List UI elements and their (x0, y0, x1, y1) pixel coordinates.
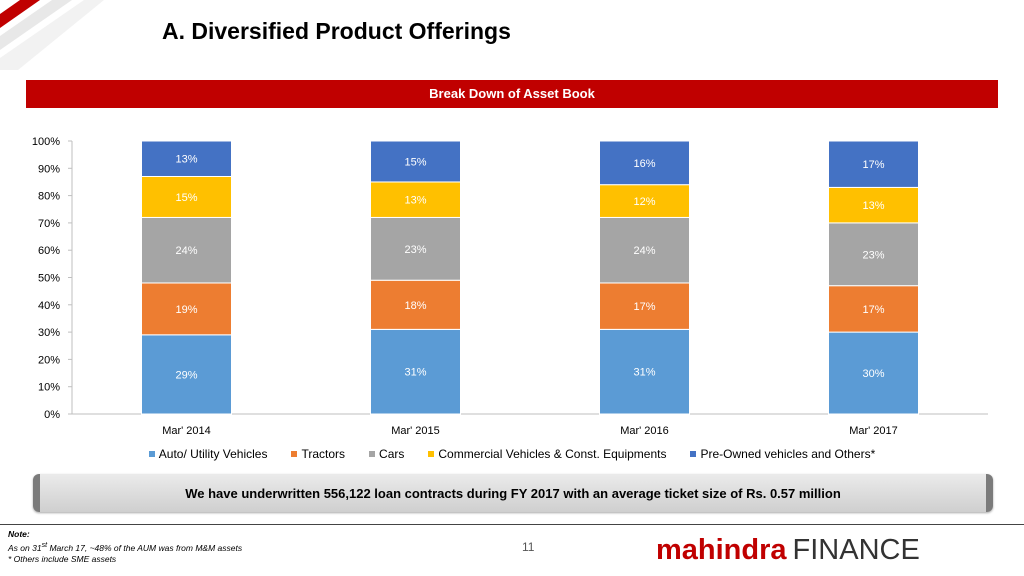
note-line-1: As on 31st March 17, ~48% of the AUM was… (8, 540, 242, 554)
note-line-1-sup: st (41, 541, 48, 549)
bar-segment (828, 222, 919, 287)
data-label: 24% (175, 245, 197, 257)
legend-label: Tractors (301, 447, 346, 461)
legend-item: Tractors (291, 447, 345, 461)
chart-title-bar: Break Down of Asset Book (26, 80, 998, 108)
y-tick-label: 10% (38, 382, 60, 394)
data-label: 19% (175, 304, 197, 316)
legend-label: Cars (379, 447, 405, 461)
legend-swatch (428, 451, 435, 457)
bar-segment (599, 328, 690, 415)
data-label: 13% (175, 154, 197, 166)
legend-swatch (148, 451, 155, 457)
bar-segment (370, 181, 461, 218)
bar-segment (828, 331, 919, 415)
x-tick-label: Mar' 2016 (620, 425, 669, 437)
legend-label: Commercial Vehicles & Const. Equipments (438, 447, 667, 461)
legend-item: Auto/ Utility Vehicles (148, 447, 268, 461)
data-label: 12% (633, 196, 655, 208)
chart-title: Break Down of Asset Book (429, 86, 595, 101)
y-tick-label: 70% (38, 218, 60, 230)
bar-segment (370, 328, 461, 415)
footer-notes: Note: As on 31st March 17, ~48% of the A… (8, 529, 242, 565)
data-label: 13% (862, 200, 884, 212)
brand-logo-finance: FINANCE (792, 534, 920, 566)
data-label: 17% (862, 159, 884, 171)
footer-divider (0, 524, 1024, 525)
data-label: 17% (862, 304, 884, 316)
data-label: 17% (633, 301, 655, 313)
data-label: 23% (404, 244, 426, 256)
bar-segment (141, 175, 232, 218)
x-tick-label: Mar' 2017 (849, 425, 898, 437)
bar-segment (370, 140, 461, 183)
bar-segment (141, 140, 232, 177)
legend-item: Commercial Vehicles & Const. Equipments (428, 447, 666, 461)
stacked-bar-chart: 0% 10% 20% 30% 40% 50% 60% 70% 80% 90% 100% 29% 19% 2… (32, 136, 988, 437)
chart-legend: Auto/ Utility Vehicles Tractors Cars Commer… (0, 447, 1024, 461)
highlight-banner: We have underwritten 556,122 loan contra… (33, 474, 993, 512)
y-tick-label: 20% (38, 354, 60, 366)
bar-segment (828, 285, 919, 333)
brand-logo-mahindra: mahindra (656, 534, 787, 566)
bar-segment (828, 140, 919, 188)
bar-segment (370, 279, 461, 330)
y-tick-label: 80% (38, 191, 60, 203)
y-tick-label: 50% (38, 273, 60, 285)
notes-heading: Note: (8, 529, 30, 539)
data-label: 23% (862, 249, 884, 261)
y-tick-label: 0% (44, 409, 60, 421)
legend-item: Cars (369, 447, 404, 461)
legend-label: Auto/ Utility Vehicles (158, 447, 268, 461)
y-tick-label: 40% (38, 300, 60, 312)
data-label: 13% (404, 195, 426, 207)
data-label: 18% (404, 300, 426, 312)
data-label: 16% (633, 158, 655, 170)
legend-item: Pre-Owned vehicles and Others* (690, 447, 875, 461)
legend-swatch (369, 451, 376, 457)
legend-label: Pre-Owned vehicles and Others* (700, 447, 876, 461)
note-line-2: * Others include SME assets (8, 553, 117, 564)
data-label: 31% (404, 367, 426, 379)
data-label: 29% (175, 369, 197, 381)
data-label: 15% (175, 192, 197, 204)
legend-swatch (291, 451, 298, 457)
data-label: 15% (404, 156, 426, 168)
bar-segment (599, 216, 690, 284)
bar-segment (599, 140, 690, 186)
y-tick-label: 100% (32, 136, 60, 148)
legend-swatch (690, 451, 697, 457)
y-tick-label: 30% (38, 327, 60, 339)
note-line-1-prefix: As on 31 (8, 542, 42, 553)
x-tick-label: Mar' 2015 (391, 425, 440, 437)
page-number: 11 (522, 540, 535, 554)
y-tick-label: 60% (38, 245, 60, 257)
y-tick-label: 90% (38, 163, 60, 175)
bar-segment (599, 184, 690, 218)
bar-segment (599, 282, 690, 330)
highlight-text: We have underwritten 556,122 loan contra… (185, 485, 841, 501)
x-tick-label: Mar' 2014 (162, 425, 211, 437)
corner-stripes-decoration (0, 0, 104, 70)
data-label: 30% (862, 368, 884, 380)
page-title: A. Diversified Product Offerings (162, 18, 511, 44)
note-line-1-suffix: March 17, ~48% of the AUM was from M&M a… (47, 542, 243, 553)
brand-logo: mahindra FINANCE (656, 534, 920, 567)
data-label: 31% (633, 367, 655, 379)
data-label: 24% (633, 245, 655, 257)
